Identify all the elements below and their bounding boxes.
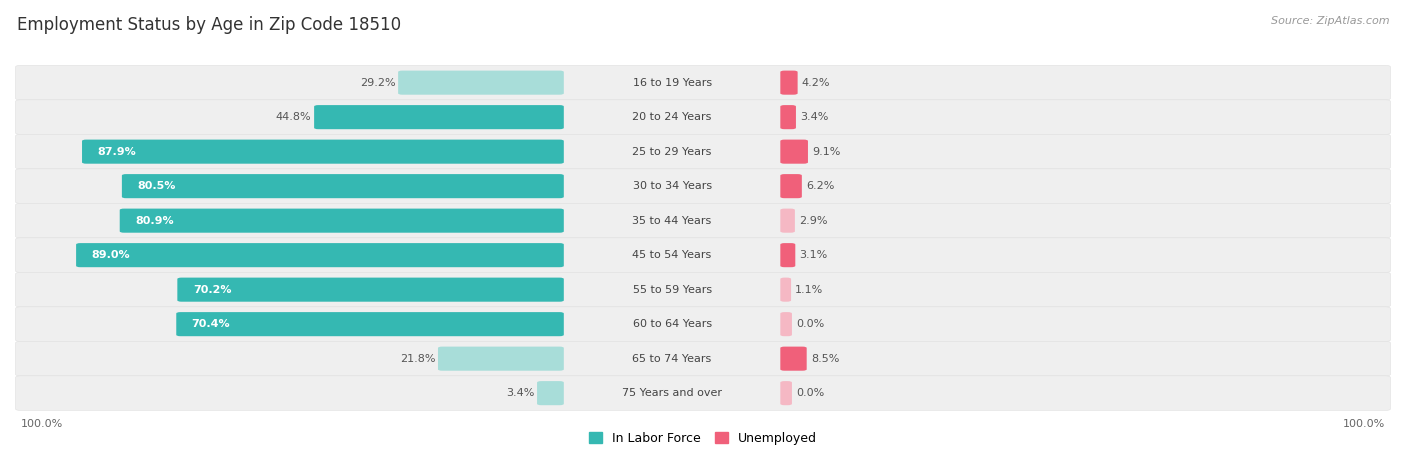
Text: 65 to 74 Years: 65 to 74 Years	[633, 354, 711, 364]
FancyBboxPatch shape	[780, 381, 792, 405]
Text: 55 to 59 Years: 55 to 59 Years	[633, 285, 711, 295]
Text: 89.0%: 89.0%	[91, 250, 131, 260]
FancyBboxPatch shape	[120, 209, 564, 233]
Text: 100.0%: 100.0%	[21, 419, 63, 429]
FancyBboxPatch shape	[780, 312, 792, 336]
Text: Employment Status by Age in Zip Code 18510: Employment Status by Age in Zip Code 185…	[17, 16, 401, 34]
FancyBboxPatch shape	[15, 203, 1391, 238]
FancyBboxPatch shape	[122, 174, 564, 198]
FancyBboxPatch shape	[82, 140, 564, 164]
Text: 2.9%: 2.9%	[799, 216, 828, 226]
FancyBboxPatch shape	[537, 381, 564, 405]
Text: 8.5%: 8.5%	[811, 354, 839, 364]
FancyBboxPatch shape	[780, 243, 796, 267]
Text: 30 to 34 Years: 30 to 34 Years	[633, 181, 711, 191]
Text: 3.4%: 3.4%	[506, 388, 534, 398]
FancyBboxPatch shape	[780, 209, 794, 233]
Text: 45 to 54 Years: 45 to 54 Years	[633, 250, 711, 260]
FancyBboxPatch shape	[15, 134, 1391, 169]
Text: 6.2%: 6.2%	[806, 181, 834, 191]
Text: 44.8%: 44.8%	[276, 112, 311, 122]
FancyBboxPatch shape	[439, 347, 564, 371]
Text: 3.4%: 3.4%	[800, 112, 828, 122]
FancyBboxPatch shape	[780, 174, 801, 198]
FancyBboxPatch shape	[15, 238, 1391, 272]
FancyBboxPatch shape	[780, 140, 808, 164]
Text: 9.1%: 9.1%	[813, 147, 841, 156]
Text: 60 to 64 Years: 60 to 64 Years	[633, 319, 711, 329]
FancyBboxPatch shape	[780, 347, 807, 371]
Text: Source: ZipAtlas.com: Source: ZipAtlas.com	[1271, 16, 1389, 26]
Text: 70.2%: 70.2%	[193, 285, 232, 295]
FancyBboxPatch shape	[15, 272, 1391, 307]
FancyBboxPatch shape	[780, 105, 796, 129]
FancyBboxPatch shape	[15, 100, 1391, 134]
Text: 1.1%: 1.1%	[796, 285, 824, 295]
FancyBboxPatch shape	[314, 105, 564, 129]
Text: 25 to 29 Years: 25 to 29 Years	[633, 147, 711, 156]
Text: 75 Years and over: 75 Years and over	[621, 388, 723, 398]
FancyBboxPatch shape	[15, 169, 1391, 203]
Text: 35 to 44 Years: 35 to 44 Years	[633, 216, 711, 226]
Legend: In Labor Force, Unemployed: In Labor Force, Unemployed	[589, 432, 817, 445]
Text: 80.5%: 80.5%	[138, 181, 176, 191]
FancyBboxPatch shape	[15, 307, 1391, 341]
Text: 4.2%: 4.2%	[801, 78, 831, 87]
Text: 29.2%: 29.2%	[360, 78, 395, 87]
FancyBboxPatch shape	[177, 278, 564, 302]
Text: 21.8%: 21.8%	[399, 354, 436, 364]
Text: 0.0%: 0.0%	[796, 319, 824, 329]
FancyBboxPatch shape	[176, 312, 564, 336]
FancyBboxPatch shape	[15, 341, 1391, 376]
FancyBboxPatch shape	[15, 376, 1391, 410]
Text: 0.0%: 0.0%	[796, 388, 824, 398]
Text: 100.0%: 100.0%	[1343, 419, 1385, 429]
Text: 70.4%: 70.4%	[191, 319, 231, 329]
FancyBboxPatch shape	[780, 71, 797, 95]
Text: 87.9%: 87.9%	[97, 147, 136, 156]
Text: 80.9%: 80.9%	[135, 216, 174, 226]
Text: 3.1%: 3.1%	[800, 250, 828, 260]
FancyBboxPatch shape	[76, 243, 564, 267]
FancyBboxPatch shape	[780, 278, 792, 302]
Text: 20 to 24 Years: 20 to 24 Years	[633, 112, 711, 122]
FancyBboxPatch shape	[398, 71, 564, 95]
FancyBboxPatch shape	[15, 65, 1391, 100]
Text: 16 to 19 Years: 16 to 19 Years	[633, 78, 711, 87]
